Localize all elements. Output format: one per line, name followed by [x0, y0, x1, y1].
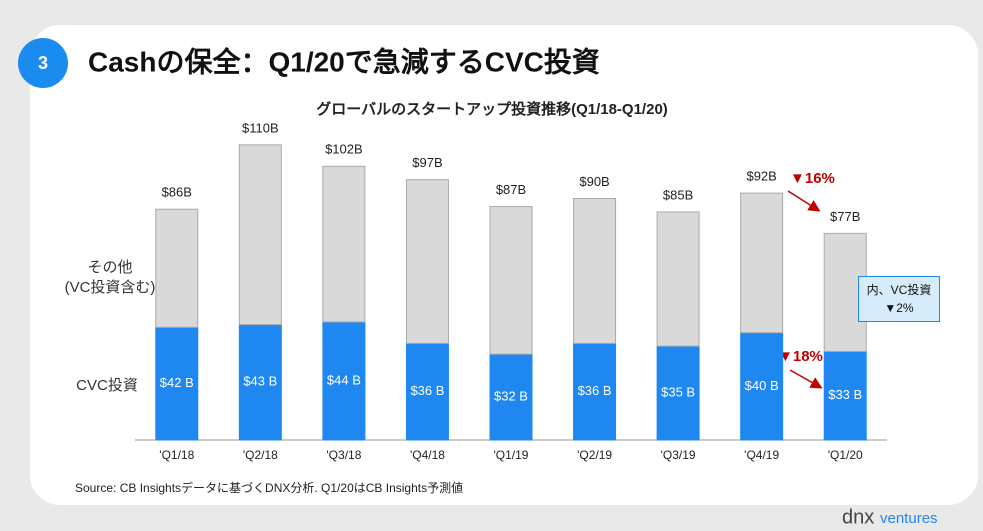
- value-label: $35 B: [661, 384, 695, 399]
- bar-segment: [573, 198, 617, 344]
- arrow: [789, 369, 823, 389]
- bar-segment: [740, 332, 784, 441]
- bar-segment: [405, 342, 449, 441]
- value-label: $43 B: [243, 374, 277, 389]
- x-tick-label: 'Q4/19: [744, 448, 779, 462]
- chart-title: グローバルのスタートアップ投資推移(Q1/18-Q1/20): [316, 100, 668, 118]
- bar-segment: [656, 345, 700, 441]
- bar-segment: [656, 211, 700, 347]
- x-tick-label: 'Q2/18: [243, 448, 278, 462]
- bar-segment: [573, 342, 617, 441]
- badge-number: 3: [38, 53, 48, 73]
- x-tick-label: 'Q3/18: [326, 448, 361, 462]
- x-tick-label: 'Q4/18: [410, 448, 445, 462]
- bar-segment: [489, 206, 533, 355]
- logo-main: dnx: [842, 506, 874, 528]
- bar-segment: [740, 192, 784, 334]
- x-tick-label: 'Q3/19: [661, 448, 696, 462]
- x-tick-label: 'Q1/18: [159, 448, 194, 462]
- badge: [18, 38, 68, 88]
- bar-segment: [155, 208, 199, 328]
- bar-segment: [238, 324, 282, 441]
- value-label: $33 B: [828, 387, 862, 402]
- source: Source: CB Insightsデータに基づくDNX分析. Q1/20はC…: [75, 480, 463, 495]
- total-label: $110B: [242, 120, 279, 135]
- total-label: $77B: [830, 209, 860, 224]
- total-label: $102B: [325, 142, 363, 157]
- bar-segment: [155, 326, 199, 441]
- cvc-change: ▼18%: [778, 348, 823, 365]
- value-label: $36 B: [578, 383, 612, 398]
- total-label: $85B: [663, 187, 693, 202]
- x-tick-label: 'Q1/20: [828, 448, 863, 462]
- value-label: $42 B: [160, 375, 194, 390]
- bar-segment: [489, 353, 533, 441]
- total-label: $90B: [579, 174, 609, 189]
- logo-sub: ventures: [880, 510, 938, 527]
- bar-segment: [238, 144, 282, 326]
- bar-segment: [322, 165, 366, 323]
- x-tick-label: 'Q1/19: [494, 448, 529, 462]
- callout: 内、VC投資 ▼2%: [858, 276, 940, 322]
- legend-cvc: CVC投資: [76, 377, 138, 394]
- total-label: $87B: [496, 182, 526, 197]
- value-label: $36 B: [410, 383, 444, 398]
- value-label: $40 B: [745, 378, 779, 393]
- x-tick-label: 'Q2/19: [577, 448, 612, 462]
- legend-other: その他 (VC投資含む): [64, 259, 156, 296]
- total-label: $86B: [162, 185, 192, 200]
- bar-segment: [322, 321, 366, 441]
- total-label: $97B: [412, 155, 442, 170]
- arrow: [787, 190, 821, 212]
- value-label: $32 B: [494, 389, 528, 404]
- slide-title: Cashの保全：Q1/20で急減するCVC投資: [88, 45, 600, 77]
- total-change: ▼16%: [790, 170, 835, 187]
- total-label: $92B: [746, 169, 776, 184]
- bar-segment: [405, 179, 449, 344]
- value-label: $44 B: [327, 372, 361, 387]
- bar-segment: [823, 350, 867, 441]
